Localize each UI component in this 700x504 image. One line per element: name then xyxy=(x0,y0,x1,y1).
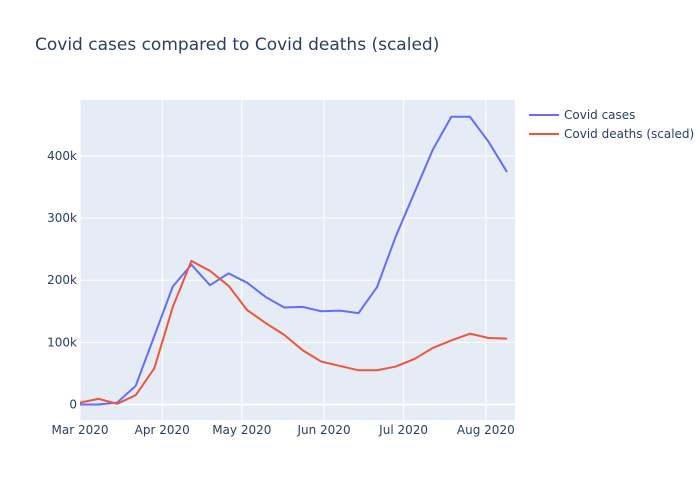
y-tick-label: 0 xyxy=(69,397,77,411)
x-tick-label: Apr 2020 xyxy=(135,423,190,437)
y-tick-label: 400k xyxy=(47,149,77,163)
y-tick-label: 300k xyxy=(47,211,77,225)
series-line-covid-cases xyxy=(80,115,508,406)
series-line-covid-deaths xyxy=(79,259,508,405)
x-tick-label: Jun 2020 xyxy=(296,423,350,437)
x-axis-ticks: Mar 2020 Apr 2020 May 2020 Jun 2020 Jul 2020… xyxy=(52,423,515,437)
plot-area xyxy=(80,100,515,420)
x-tick-label: Mar 2020 xyxy=(52,423,109,437)
x-tick-label: May 2020 xyxy=(212,423,271,437)
x-tick-label: Jul 2020 xyxy=(378,423,428,437)
legend-label: Covid cases xyxy=(564,108,635,122)
legend: Covid cases Covid deaths (scaled) xyxy=(529,108,694,141)
legend-label: Covid deaths (scaled) xyxy=(564,127,694,141)
y-axis-ticks: 0 100k 200k 300k 400k xyxy=(47,149,77,412)
y-tick-label: 200k xyxy=(47,273,77,287)
chart-title: Covid cases compared to Covid deaths (sc… xyxy=(35,35,439,55)
x-tick-label: Aug 2020 xyxy=(457,423,515,437)
series-lines xyxy=(79,115,508,406)
y-tick-label: 100k xyxy=(47,335,77,349)
